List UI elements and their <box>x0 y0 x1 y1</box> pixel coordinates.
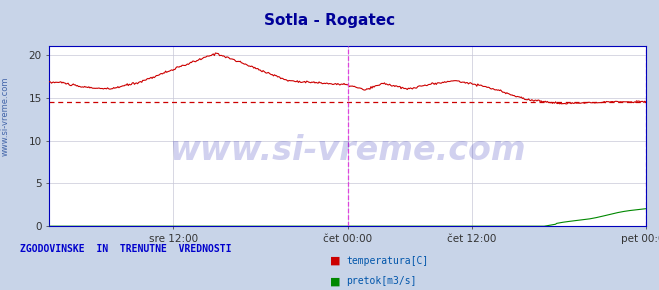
Text: www.si-vreme.com: www.si-vreme.com <box>169 134 526 167</box>
Text: www.si-vreme.com: www.si-vreme.com <box>1 76 10 156</box>
Text: Sotla - Rogatec: Sotla - Rogatec <box>264 13 395 28</box>
Text: pretok[m3/s]: pretok[m3/s] <box>346 276 416 286</box>
Text: ■: ■ <box>330 276 340 286</box>
Text: ZGODOVINSKE  IN  TRENUTNE  VREDNOSTI: ZGODOVINSKE IN TRENUTNE VREDNOSTI <box>20 244 231 254</box>
Text: ■: ■ <box>330 256 340 266</box>
Text: temperatura[C]: temperatura[C] <box>346 256 428 266</box>
